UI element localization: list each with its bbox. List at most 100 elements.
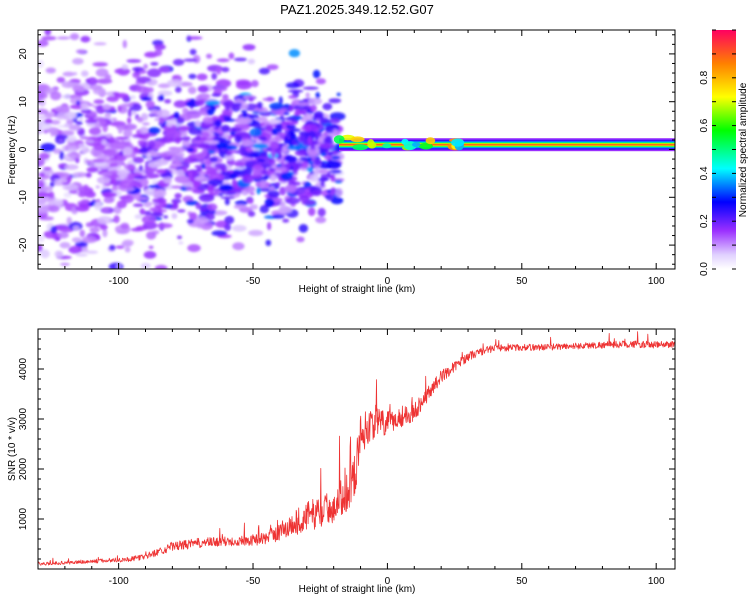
spectrogram-noise-cell <box>186 36 203 40</box>
spectrogram-noise-cell <box>194 119 201 128</box>
spectrogram-noise-cell <box>50 225 58 234</box>
spectrogram-noise-cell <box>121 195 134 204</box>
spectrogram-noise-cell <box>198 122 214 128</box>
spectrogram-noise-cell <box>330 196 344 205</box>
spectrogram-noise-cell <box>288 49 300 58</box>
spectrogram-noise-cell <box>280 172 294 181</box>
spectrogram-noise-cell <box>139 126 148 134</box>
spectrogram-noise-cell <box>308 173 320 182</box>
spectrogram-noise-cell <box>334 180 343 184</box>
spectrogram-noise-cell <box>220 196 235 200</box>
spectrogram-noise-cell <box>157 83 171 89</box>
spectrogram-noise-cell <box>75 49 86 54</box>
spectrogram-noise-cell <box>303 181 312 188</box>
spectrogram-noise-cell <box>226 190 241 194</box>
spectrogram-noise-cell <box>331 155 341 160</box>
spectrogram-noise-cell <box>156 169 166 174</box>
spectrogram-noise-cell <box>75 120 83 126</box>
spectrogram-noise-cell <box>326 194 333 201</box>
spectrogram-noise-cell <box>298 131 309 137</box>
spectrogram-noise-cell <box>247 198 254 204</box>
spectrogram-noise-cell <box>329 112 346 121</box>
spectrogram-noise-cell <box>146 231 157 240</box>
snr-x-tick-labels: -100 -50 0 50 100 <box>109 576 665 587</box>
spectrogram-noise-cell <box>197 93 211 100</box>
spectrogram-noise-cell <box>284 117 297 121</box>
spectrogram-noise-cell <box>304 124 312 133</box>
spectrogram-noise-cell <box>197 142 210 149</box>
spectrogram-noise-cell <box>305 92 310 99</box>
spectrogram-noise-cell <box>275 123 283 131</box>
spectrogram-noise-cell <box>328 118 341 124</box>
spectrogram-noise-cell <box>38 122 52 130</box>
spectrogram-noise-cell <box>165 129 182 139</box>
spectrogram-noise-cell <box>109 141 125 150</box>
spectrogram-noise-cell <box>63 192 72 198</box>
spectrogram-noise-cell <box>169 162 183 168</box>
colorbar-tick-label: 0.8 <box>699 70 710 84</box>
colorbar-tick-label: 0.6 <box>699 118 710 132</box>
spectrogram-noise-cell <box>61 81 76 89</box>
spectrogram-noise-cell <box>71 173 80 177</box>
spectrogram-noise-cell <box>320 173 333 178</box>
spectrogram-noise-cell <box>232 102 243 107</box>
spectrogram-noise-cell <box>101 207 109 213</box>
spectrogram-noise-cell <box>268 167 275 171</box>
spectrogram-noise-cell <box>277 132 287 137</box>
spectrogram-noise-cell <box>240 102 249 110</box>
spectrogram-noise-cell <box>207 179 224 186</box>
spectrogram-noise-cell <box>158 66 171 73</box>
spectrogram-noise-cell <box>196 167 202 172</box>
spectrogram-noise-cell <box>103 196 114 204</box>
snr-x-axis-label: Height of straight line (km) <box>299 584 416 595</box>
spectrogram-noise-cell <box>108 262 124 269</box>
spectrogram-noise-cell <box>123 146 133 156</box>
spectrogram-noise-cell <box>80 199 90 204</box>
spectrogram-noise-cell <box>259 205 269 214</box>
spectrogram-noise-cell <box>175 169 185 177</box>
spectrogram-noise-cell <box>197 85 209 93</box>
spectrogram-noise-cell <box>40 185 53 192</box>
spectrogram-noise-cell <box>143 63 149 70</box>
spectrogram-noise-cell <box>230 127 242 132</box>
spectrogram-noise-cell <box>181 157 197 164</box>
spectrogram-noise-cell <box>79 117 84 121</box>
spectrogram-noise-cell <box>80 35 91 43</box>
spectrogram-signal-knot <box>451 138 465 147</box>
spectrogram-noise-cell <box>284 184 297 193</box>
spectrogram-noise-cell <box>192 140 204 144</box>
spectrogram-noise-cell <box>320 180 325 188</box>
spectrogram-noise-cell <box>325 160 342 169</box>
spectrogram-noise-cell <box>62 71 75 77</box>
spectrogram-noise-cell <box>60 262 70 266</box>
spectrogram-noise-cell <box>120 103 134 108</box>
spectrogram-x-tick-label: 50 <box>516 276 528 287</box>
spectrogram-noise-cell <box>268 157 276 166</box>
spectrogram-noise-cell <box>109 244 116 251</box>
spectrogram-noise-cell <box>188 73 197 79</box>
spectrogram-noise-cell <box>211 93 222 97</box>
spectrogram-noise-cell <box>307 136 313 145</box>
spectrogram-noise-cell <box>44 118 53 124</box>
spectrogram-noise-cell <box>259 136 268 142</box>
spectrogram-noise-cell <box>159 173 171 178</box>
spectrogram-noise-cell <box>178 241 184 245</box>
spectrogram-y-axis-label: Frequency (Hz) <box>7 116 18 185</box>
spectrogram-signal-knot <box>352 144 368 151</box>
spectrogram-noise-cell <box>216 169 222 174</box>
spectrogram-noise-cell <box>101 192 118 198</box>
spectrogram-signal-band <box>333 134 675 152</box>
spectrogram-x-tick-labels: -100 -50 0 50 100 <box>109 276 665 287</box>
spectrogram-noise-cell <box>272 214 285 219</box>
spectrogram-noise-cell <box>63 112 77 120</box>
spectrogram-noise-cell <box>83 148 90 153</box>
spectrogram-noise-cell <box>205 100 221 106</box>
spectrogram-noise-cell <box>72 72 78 76</box>
spectrogram-noise-cell <box>133 196 149 201</box>
spectrogram-noise-cell <box>143 251 157 259</box>
spectrogram-noise-cell <box>150 62 159 66</box>
spectrogram-noise-cell <box>301 161 309 169</box>
colorbar-tick-label: 0.4 <box>699 166 710 180</box>
spectrogram-noise-cell <box>218 184 234 192</box>
